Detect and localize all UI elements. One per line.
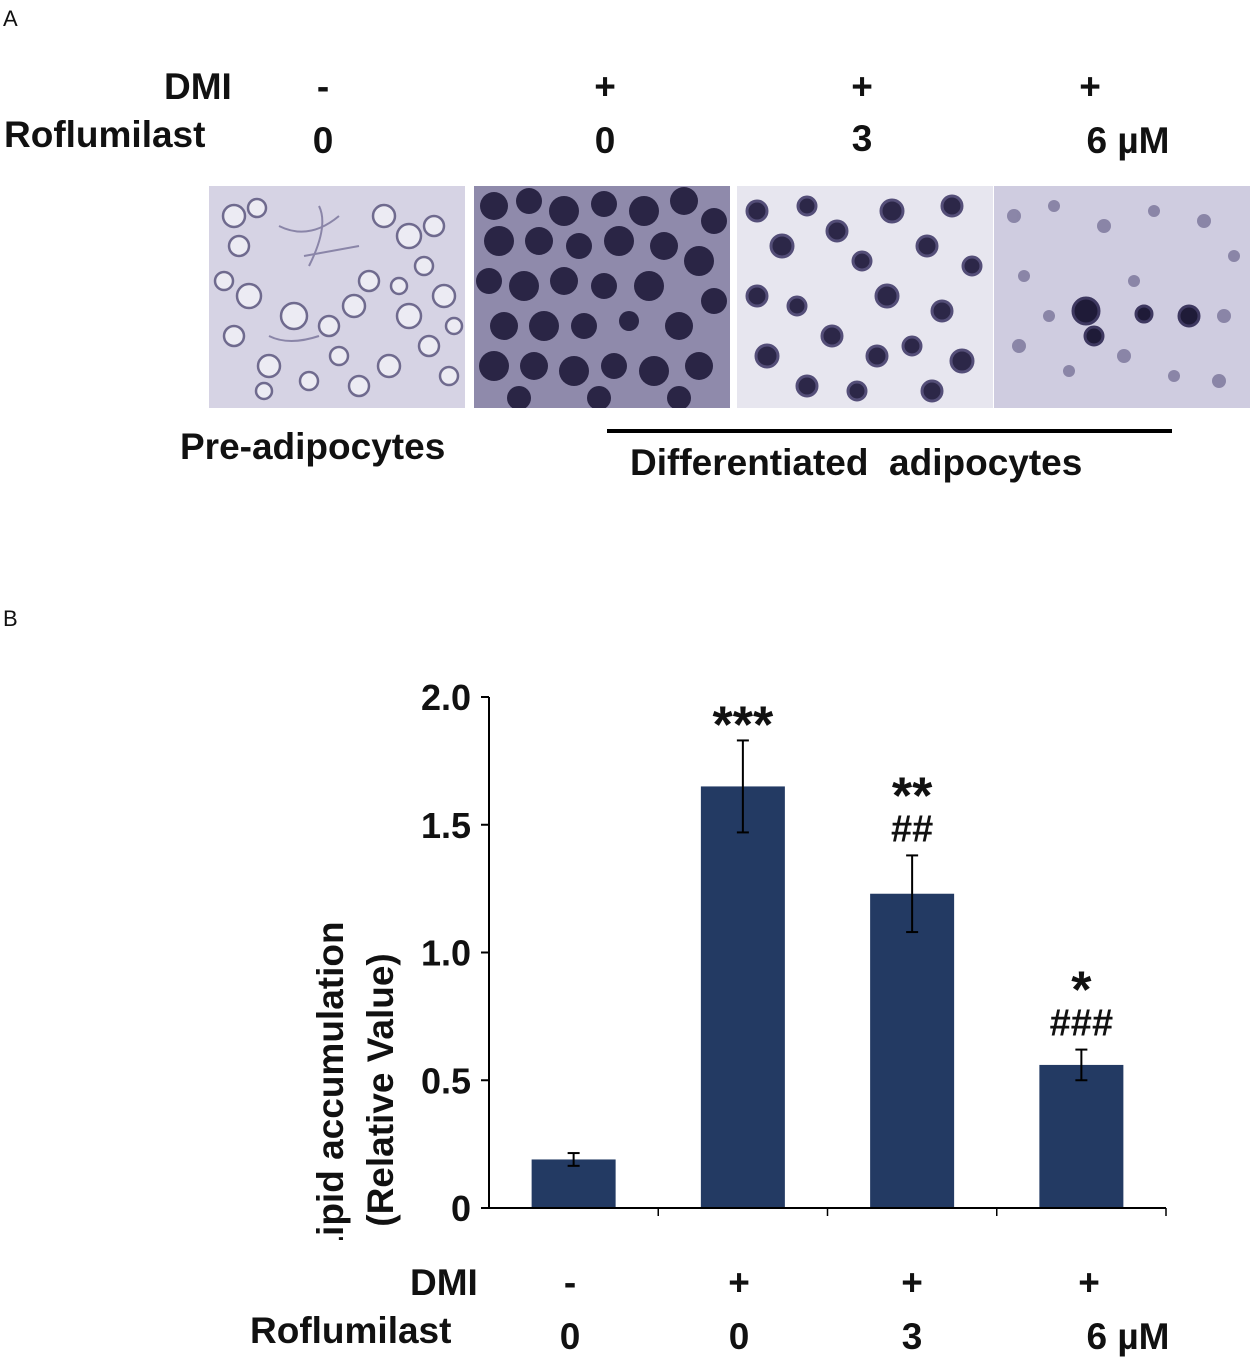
- micrograph-dmi-roflumilast-0: [474, 186, 730, 408]
- panel-a-roflumilast-value-2: 0: [594, 120, 616, 161]
- significance-label-2-1: ***: [713, 696, 774, 754]
- panel-a-dmi-value-1: -: [316, 66, 330, 107]
- panel-a-roflumilast-value-3: 3: [851, 118, 873, 159]
- panel-b-dmi-label: DMI: [410, 1262, 478, 1303]
- y-tick-label-4: 1.5: [421, 805, 471, 846]
- caption-pre-adipocytes: Pre-adipocytes: [180, 426, 446, 467]
- panel-b-dmi-value-1: -: [563, 1262, 577, 1303]
- panel-a-dmi-value-3: +: [851, 66, 873, 107]
- panel-b-dmi-value-2: +: [728, 1262, 750, 1303]
- micrograph-dmi-roflumilast-6: [994, 186, 1250, 408]
- significance-label-4-1: *: [1071, 962, 1092, 1020]
- panel-a-dmi-label: DMI: [164, 66, 232, 107]
- panel-a-letter: A: [3, 6, 18, 31]
- panel-b-dmi-value-3: +: [901, 1262, 923, 1303]
- micrograph-dmi-roflumilast-3: [737, 186, 993, 408]
- significance-label-4-2: ###: [1050, 1003, 1113, 1045]
- micrograph-pre-adipocytes: [209, 186, 465, 408]
- lipid-accumulation-bar-chart: *****##*### 00.51.01.52.0 Lipid accumula…: [310, 677, 1167, 1240]
- panel-a-roflumilast-value-4: 6 µM: [1086, 120, 1170, 161]
- y-tick-label-5: 2.0: [421, 677, 471, 718]
- panel-b-roflumilast-label: Roflumilast: [250, 1310, 452, 1351]
- bar-4: [1039, 1064, 1124, 1208]
- significance-label-3-1: **: [892, 767, 933, 825]
- bar-1: [531, 1159, 616, 1208]
- y-tick-label-2: 0.5: [421, 1060, 471, 1101]
- panel-a-roflumilast-value-1: 0: [312, 120, 334, 161]
- y-axis-label-line1: Lipid accumulation: [310, 921, 351, 1240]
- panel-b-roflumilast-value-1: 0: [559, 1316, 581, 1357]
- bar-3: [870, 893, 955, 1208]
- panel-b-roflumilast-value-3: 3: [901, 1316, 923, 1357]
- caption-differentiated-adipocytes: Differentiated adipocytes: [630, 442, 1083, 483]
- panel-b-letter: B: [3, 606, 18, 631]
- panel-b-dmi-value-4: +: [1078, 1262, 1100, 1303]
- y-tick-label-3: 1.0: [421, 933, 471, 974]
- y-tick-label-1: 0: [451, 1188, 471, 1229]
- differentiated-bracket-line: [607, 429, 1172, 433]
- panel-b-roflumilast-value-2: 0: [728, 1316, 750, 1357]
- bar-2: [700, 786, 785, 1208]
- significance-label-3-2: ##: [891, 808, 933, 850]
- panel-a-dmi-value-2: +: [594, 66, 616, 107]
- panel-a-roflumilast-label: Roflumilast: [4, 114, 206, 155]
- y-axis-label-line2: (Relative Value): [360, 953, 401, 1227]
- panel-a-dmi-value-4: +: [1079, 66, 1101, 107]
- panel-b-roflumilast-value-4: 6 µM: [1086, 1316, 1170, 1357]
